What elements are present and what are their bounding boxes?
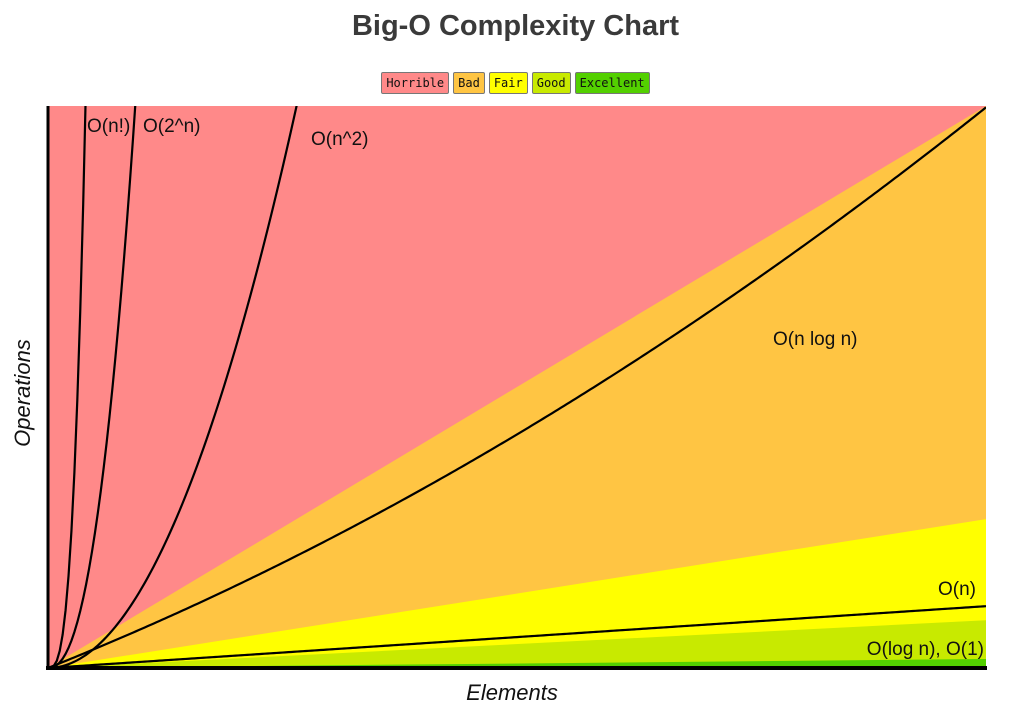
chart-title: Big-O Complexity Chart [351,10,680,42]
label-factorial: O(n!) [87,116,130,137]
region-good [48,620,986,668]
curve-exponential [48,106,137,668]
legend-item-fair: Fair [488,72,528,94]
label-logarithmic-constant: O(log n), O(1) [867,639,984,660]
x-axis-label: Elements [466,680,558,705]
legend-item-horrible: Horrible [381,72,450,94]
label-quadratic: O(n^2) [311,129,368,150]
legend-item-bad: Bad [453,72,485,94]
curve-linearithmic [48,106,986,668]
label-linear: O(n) [938,579,976,600]
region-excellent [48,659,986,668]
legend-item-good: Good [531,72,571,94]
label-linearithmic: O(n log n) [773,329,857,350]
region-fair [48,519,986,668]
region-bad [48,106,986,668]
curve-linear [48,605,986,668]
legend-item-excellent: Excellent [574,72,650,94]
chart-legend: Horrible Bad Fair Good Excellent [0,72,1031,94]
label-exponential: O(2^n) [143,116,200,137]
y-axis-label: Operations [10,339,35,447]
